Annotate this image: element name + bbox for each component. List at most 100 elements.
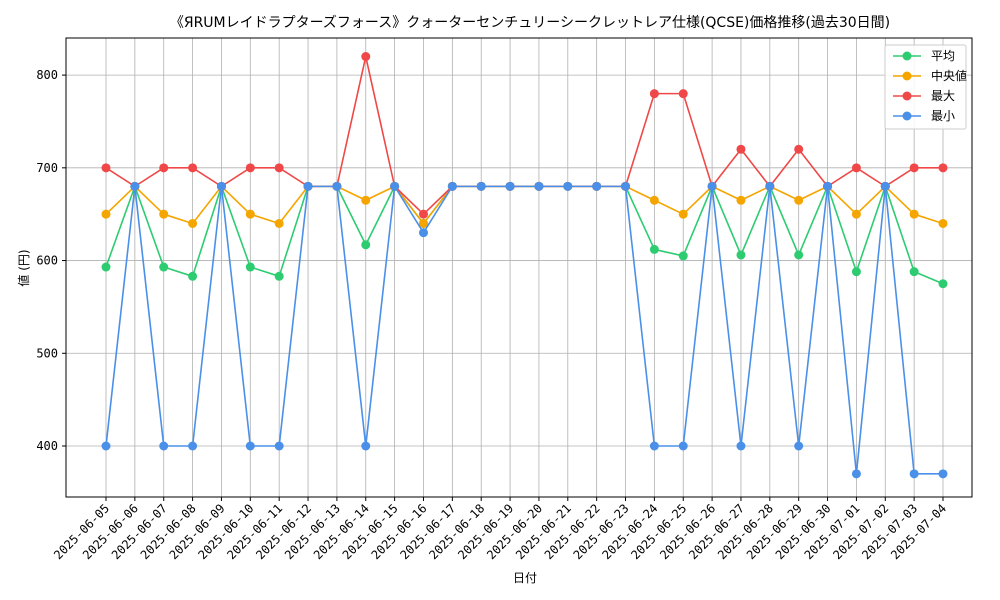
- data-point: [274, 163, 284, 173]
- data-point: [245, 163, 255, 173]
- data-point: [188, 218, 198, 228]
- data-point: [794, 250, 804, 260]
- y-axis-ticks: 400 500 600 700 800: [36, 68, 66, 453]
- series-line: [105, 185, 943, 475]
- data-point: [736, 144, 746, 154]
- y-axis-title: 値 (円): [16, 249, 31, 286]
- data-point: [938, 469, 948, 479]
- data-point: [794, 144, 804, 154]
- data-point: [649, 441, 659, 451]
- data-point: [188, 441, 198, 451]
- data-point: [188, 271, 198, 281]
- data-point: [390, 181, 400, 191]
- data-point: [736, 250, 746, 260]
- data-point: [678, 441, 688, 451]
- data-point: [909, 209, 919, 219]
- data-point: [736, 195, 746, 205]
- grid: [66, 38, 972, 497]
- data-point: [851, 267, 861, 277]
- data-point: [794, 195, 804, 205]
- data-point: [851, 163, 861, 173]
- data-point: [823, 181, 833, 191]
- data-point: [563, 181, 573, 191]
- data-point: [274, 441, 284, 451]
- y-tick-label: 800: [36, 68, 58, 82]
- legend-box: [884, 44, 967, 130]
- data-point: [159, 441, 169, 451]
- x-axis-title: 日付: [513, 571, 537, 585]
- data-point: [851, 209, 861, 219]
- data-point: [361, 52, 371, 62]
- data-point: [159, 209, 169, 219]
- legend-label: 中央値: [931, 68, 967, 83]
- y-tick-label: 600: [36, 254, 58, 268]
- data-point: [649, 195, 659, 205]
- plot-frame: [65, 37, 973, 498]
- data-point: [159, 163, 169, 173]
- series-line: [105, 185, 944, 225]
- data-point: [216, 181, 226, 191]
- legend-marker: [902, 51, 912, 61]
- data-point: [476, 181, 486, 191]
- x-axis-ticks: 2025-06-052025-06-062025-06-072025-06-08…: [51, 497, 949, 562]
- data-point: [851, 469, 861, 479]
- legend-label: 最小: [931, 109, 955, 123]
- data-point: [361, 195, 371, 205]
- legend-marker: [902, 111, 912, 121]
- data-point: [188, 163, 198, 173]
- y-tick-label: 500: [36, 346, 58, 360]
- data-point: [765, 181, 775, 191]
- data-point: [736, 441, 746, 451]
- data-point: [101, 209, 111, 219]
- data-point: [649, 244, 659, 254]
- data-point: [332, 181, 342, 191]
- y-tick-label: 400: [36, 439, 58, 453]
- chart-title: 《ЯRUMレイドラプターズフォース》クォーターセンチュリーシークレットレア仕様(…: [170, 15, 890, 31]
- data-point: [794, 441, 804, 451]
- data-point: [909, 163, 919, 173]
- data-point: [707, 181, 717, 191]
- data-point: [101, 441, 111, 451]
- series-line: [105, 185, 944, 285]
- data-point: [678, 209, 688, 219]
- y-tick-label: 700: [36, 161, 58, 175]
- series-0: [101, 181, 948, 289]
- data-point: [303, 181, 313, 191]
- data-point: [678, 251, 688, 261]
- data-point: [274, 218, 284, 228]
- data-point: [130, 181, 140, 191]
- data-point: [245, 262, 255, 272]
- data-point: [938, 218, 948, 228]
- data-point: [159, 262, 169, 272]
- legend-label: 最大: [931, 89, 955, 103]
- data-point: [649, 89, 659, 99]
- data-point: [245, 441, 255, 451]
- data-point: [505, 181, 515, 191]
- data-point: [909, 267, 919, 277]
- data-point: [447, 181, 457, 191]
- data-point: [274, 271, 284, 281]
- data-point: [418, 218, 428, 228]
- legend-marker: [902, 71, 912, 81]
- data-point: [592, 181, 602, 191]
- series-3: [101, 181, 948, 479]
- legend-marker: [902, 91, 912, 101]
- data-point: [101, 163, 111, 173]
- data-point: [418, 209, 428, 219]
- data-point: [418, 228, 428, 238]
- data-point: [621, 181, 631, 191]
- legend-label: 平均: [931, 49, 955, 63]
- series-layer: [101, 52, 948, 479]
- data-point: [909, 469, 919, 479]
- data-point: [938, 163, 948, 173]
- data-point: [534, 181, 544, 191]
- data-point: [361, 441, 371, 451]
- data-point: [101, 262, 111, 272]
- data-point: [678, 89, 688, 99]
- data-point: [880, 181, 890, 191]
- data-point: [361, 240, 371, 250]
- data-point: [938, 279, 948, 289]
